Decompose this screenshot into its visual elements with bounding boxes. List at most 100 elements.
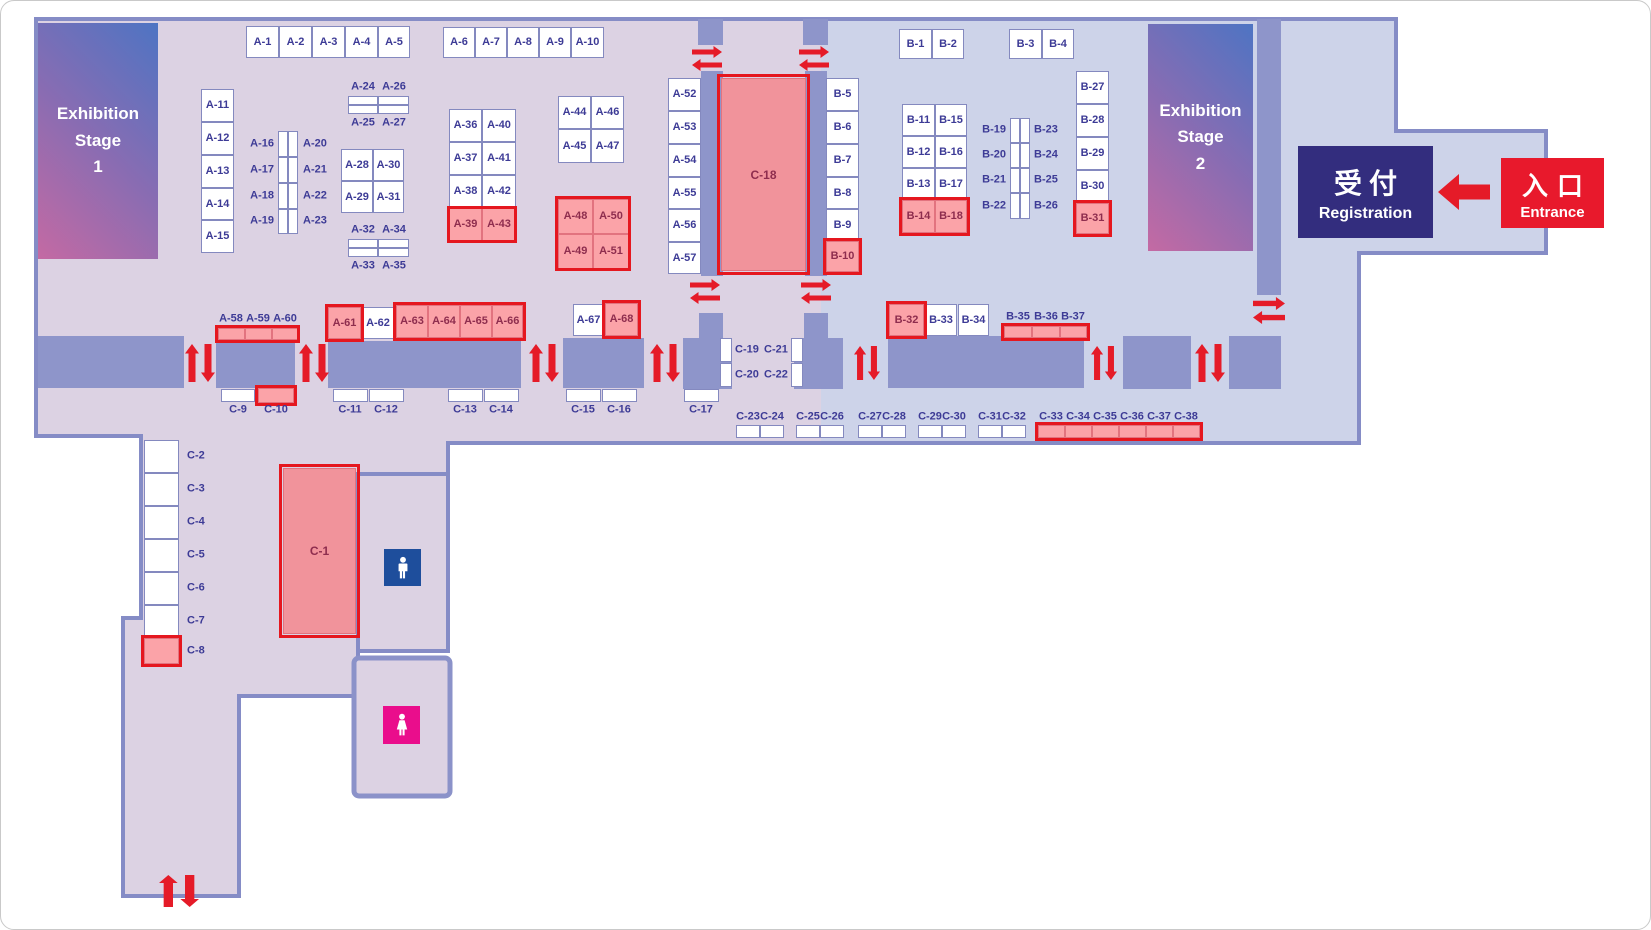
booth-A-47[interactable]: A-47 xyxy=(591,129,624,163)
booth-C-6[interactable] xyxy=(144,572,179,605)
booth-B-23[interactable] xyxy=(1020,118,1030,143)
booth-B-8[interactable]: B-8 xyxy=(826,177,859,209)
booth-A-8[interactable]: A-8 xyxy=(507,27,539,58)
booth-A-68[interactable]: A-68 xyxy=(605,303,638,336)
booth-B-37[interactable] xyxy=(1060,326,1087,338)
booth-A-46[interactable]: A-46 xyxy=(591,96,624,129)
booth-B-31[interactable]: B-31 xyxy=(1076,203,1109,234)
booth-B-25[interactable] xyxy=(1020,168,1030,193)
booth-C-17[interactable] xyxy=(684,389,719,402)
booth-C-37[interactable] xyxy=(1146,425,1173,438)
booth-B-15[interactable]: B-15 xyxy=(935,104,967,136)
booth-C-20[interactable] xyxy=(720,363,732,387)
booth-B-30[interactable]: B-30 xyxy=(1076,170,1109,203)
booth-A-13[interactable]: A-13 xyxy=(201,155,234,188)
booth-A-19[interactable] xyxy=(278,209,288,234)
booth-C-14[interactable] xyxy=(484,389,519,402)
booth-A-44[interactable]: A-44 xyxy=(558,96,591,129)
booth-C-27[interactable] xyxy=(858,425,882,438)
booth-A-14[interactable]: A-14 xyxy=(201,188,234,220)
booth-A-35[interactable] xyxy=(378,248,409,257)
booth-B-10[interactable]: B-10 xyxy=(826,241,859,272)
booth-B-7[interactable]: B-7 xyxy=(826,144,859,177)
booth-C-15[interactable] xyxy=(566,389,601,402)
booth-A-10[interactable]: A-10 xyxy=(571,27,604,58)
booth-B-20[interactable] xyxy=(1010,143,1020,168)
booth-A-56[interactable]: A-56 xyxy=(668,209,701,242)
booth-B-13[interactable]: B-13 xyxy=(902,168,935,200)
booth-A-65[interactable]: A-65 xyxy=(460,305,492,338)
booth-A-60[interactable] xyxy=(272,328,298,340)
booth-B-3[interactable]: B-3 xyxy=(1009,29,1042,59)
booth-B-11[interactable]: B-11 xyxy=(902,104,935,136)
booth-A-55[interactable]: A-55 xyxy=(668,177,701,209)
booth-A-52[interactable]: A-52 xyxy=(668,78,701,111)
booth-B-33[interactable]: B-33 xyxy=(925,304,957,336)
booth-A-25[interactable] xyxy=(348,105,378,114)
booth-A-33[interactable] xyxy=(348,248,378,257)
booth-A-16[interactable] xyxy=(278,131,288,157)
booth-A-50[interactable]: A-50 xyxy=(593,199,629,234)
booth-B-27[interactable]: B-27 xyxy=(1076,71,1109,104)
booth-A-57[interactable]: A-57 xyxy=(668,242,701,274)
booth-B-36[interactable] xyxy=(1032,326,1060,338)
booth-A-5[interactable]: A-5 xyxy=(378,26,410,58)
booth-A-1[interactable]: A-1 xyxy=(246,26,279,58)
booth-A-58[interactable] xyxy=(218,328,245,340)
booth-C-19[interactable] xyxy=(720,338,732,362)
booth-C-33[interactable] xyxy=(1038,425,1065,438)
booth-A-17[interactable] xyxy=(278,157,288,183)
booth-C-2[interactable] xyxy=(144,440,179,473)
booth-A-12[interactable]: A-12 xyxy=(201,122,234,155)
booth-A-7[interactable]: A-7 xyxy=(475,27,507,58)
booth-B-29[interactable]: B-29 xyxy=(1076,137,1109,170)
booth-A-49[interactable]: A-49 xyxy=(558,234,593,269)
booth-C-31[interactable] xyxy=(978,425,1002,438)
booth-A-22[interactable] xyxy=(288,183,298,209)
booth-A-48[interactable]: A-48 xyxy=(558,199,593,234)
booth-B-14[interactable]: B-14 xyxy=(902,200,935,233)
booth-A-54[interactable]: A-54 xyxy=(668,144,701,177)
booth-A-26[interactable] xyxy=(378,96,409,105)
booth-A-4[interactable]: A-4 xyxy=(345,26,378,58)
booth-C-32[interactable] xyxy=(1002,425,1026,438)
booth-A-64[interactable]: A-64 xyxy=(428,305,460,338)
booth-C-36[interactable] xyxy=(1119,425,1146,438)
booth-A-29[interactable]: A-29 xyxy=(341,181,373,213)
booth-A-23[interactable] xyxy=(288,209,298,234)
booth-C-10[interactable] xyxy=(258,388,294,403)
booth-A-21[interactable] xyxy=(288,157,298,183)
booth-A-43[interactable]: A-43 xyxy=(482,208,516,241)
booth-C-16[interactable] xyxy=(602,389,637,402)
booth-A-6[interactable]: A-6 xyxy=(443,27,475,58)
booth-A-2[interactable]: A-2 xyxy=(279,26,312,58)
booth-A-18[interactable] xyxy=(278,183,288,209)
booth-A-3[interactable]: A-3 xyxy=(312,26,345,58)
booth-B-16[interactable]: B-16 xyxy=(935,136,967,168)
booth-A-39[interactable]: A-39 xyxy=(449,208,482,241)
booth-B-24[interactable] xyxy=(1020,143,1030,168)
booth-B-17[interactable]: B-17 xyxy=(935,168,967,200)
booth-C-9[interactable] xyxy=(221,389,255,402)
booth-A-15[interactable]: A-15 xyxy=(201,220,234,253)
booth-A-38[interactable]: A-38 xyxy=(449,175,482,208)
booth-B-4[interactable]: B-4 xyxy=(1042,29,1074,59)
booth-C-12[interactable] xyxy=(369,389,404,402)
booth-B-26[interactable] xyxy=(1020,193,1030,219)
booth-B-2[interactable]: B-2 xyxy=(932,29,964,59)
booth-C-29[interactable] xyxy=(918,425,942,438)
booth-B-1[interactable]: B-1 xyxy=(899,29,932,59)
booth-C-26[interactable] xyxy=(820,425,844,438)
booth-A-31[interactable]: A-31 xyxy=(373,181,404,213)
booth-B-19[interactable] xyxy=(1010,118,1020,143)
booth-C-4[interactable] xyxy=(144,506,179,539)
booth-B-21[interactable] xyxy=(1010,168,1020,193)
booth-B-18[interactable]: B-18 xyxy=(935,200,967,233)
booth-A-28[interactable]: A-28 xyxy=(341,149,373,181)
booth-B-12[interactable]: B-12 xyxy=(902,136,935,168)
booth-C-18[interactable]: C-18 xyxy=(721,78,806,271)
booth-C-13[interactable] xyxy=(448,389,483,402)
booth-A-66[interactable]: A-66 xyxy=(492,305,523,338)
booth-A-67[interactable]: A-67 xyxy=(573,304,604,336)
booth-C-1[interactable]: C-1 xyxy=(283,468,356,634)
